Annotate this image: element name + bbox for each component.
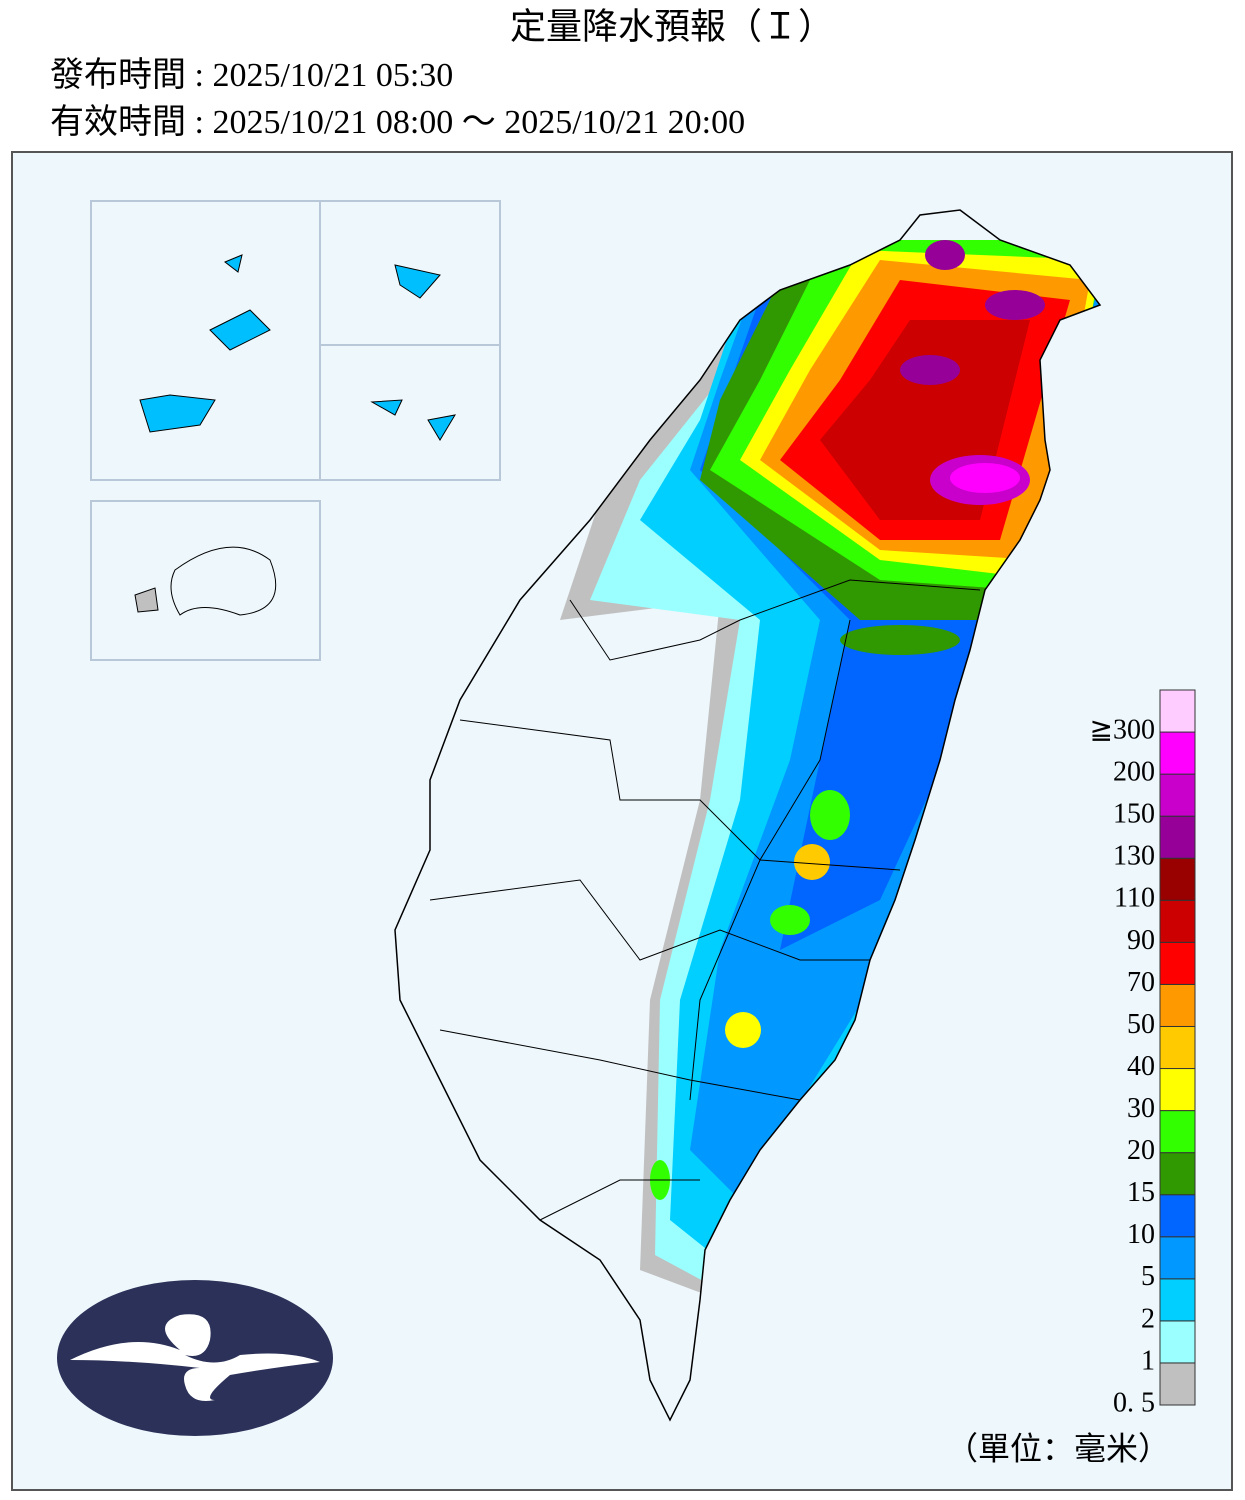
legend-swatch: [1159, 857, 1196, 901]
valid-time: 有效時間 : 2025/10/21 08:00 ～ 2025/10/21 20:…: [50, 103, 745, 141]
county-borders: [429, 579, 981, 1221]
legend-label: 200: [1113, 757, 1155, 788]
legend-label: 15: [1127, 1177, 1155, 1208]
legend-swatch: [1159, 983, 1196, 1027]
legend-swatch: [1159, 1068, 1196, 1112]
logo: [57, 1280, 333, 1436]
legend-swatch: [1159, 731, 1196, 775]
legend-label: 90: [1127, 925, 1155, 956]
legend-swatch: [1159, 1320, 1196, 1364]
legend-label: 70: [1127, 967, 1155, 998]
penghu: [170, 546, 277, 616]
legend-swatch: [1159, 1362, 1196, 1406]
legend-label: ≧300: [1090, 714, 1155, 745]
legend: 0. 5 1 2 5 10 15 20 30 40 50 70 90 110 130 150 200 ≧300: [1090, 689, 1196, 1418]
legend-swatch: [1159, 1110, 1196, 1154]
title: 定量降水預報（Ｉ）: [510, 6, 834, 46]
legend-swatch: [1159, 1152, 1196, 1196]
legend-label: 1: [1141, 1345, 1155, 1376]
legend-label: 5: [1141, 1261, 1155, 1292]
taiwan-outline: [394, 209, 1102, 1422]
legend-label: 20: [1127, 1135, 1155, 1166]
legend-swatch: [1159, 1194, 1196, 1238]
legend-label: 50: [1127, 1009, 1155, 1040]
legend-label: 10: [1127, 1219, 1155, 1250]
legend-label: 30: [1127, 1093, 1155, 1124]
legend-swatch: [1159, 941, 1196, 985]
legend-swatch: [1159, 899, 1196, 943]
legend-label: 0. 5: [1113, 1387, 1155, 1418]
legend-label: 40: [1127, 1051, 1155, 1082]
insets: [90, 200, 501, 661]
legend-label: 130: [1113, 841, 1155, 872]
legend-swatch: [1159, 773, 1196, 817]
legend-swatch: [1159, 815, 1196, 859]
islands: [139, 254, 456, 441]
legend-swatch: [1159, 1025, 1196, 1070]
legend-unit: （單位：毫米）: [946, 1430, 1170, 1466]
legend-label: 2: [1141, 1303, 1155, 1334]
issue-time: 發布時間 : 2025/10/21 05:30: [50, 56, 453, 94]
legend-swatch: [1159, 1278, 1196, 1322]
legend-label: 150: [1113, 799, 1155, 830]
legend-label: 110: [1114, 883, 1155, 914]
penghu-islet: [134, 587, 159, 613]
legend-swatch: [1159, 1236, 1196, 1280]
legend-swatch: [1159, 689, 1196, 733]
